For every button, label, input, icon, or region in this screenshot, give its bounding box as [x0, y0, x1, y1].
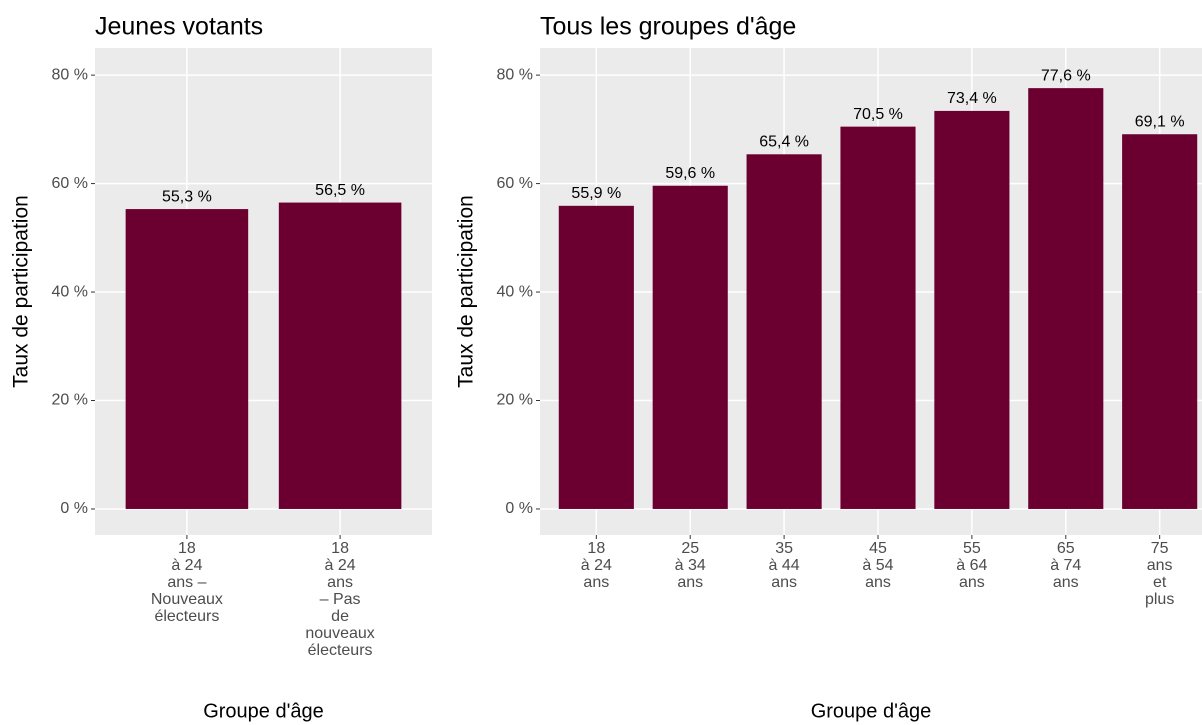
bar — [1122, 134, 1198, 509]
value-label: 70,5 % — [853, 106, 903, 123]
y-tick-label: 60 % — [52, 175, 88, 192]
y-axis-title: Taux de participation — [10, 195, 33, 388]
y-tick-label: 0 % — [505, 500, 533, 517]
y-tick-label: 0 % — [60, 500, 88, 517]
bar — [934, 110, 1010, 509]
x-tick-label: 18 à 24 ans — [580, 540, 612, 591]
x-axis-title: Groupe d'âge — [811, 700, 932, 722]
chart: 55,3 % 56,5 % — [95, 48, 432, 535]
chart-title: Tous les groupes d'âge — [540, 13, 796, 41]
y-tick-label: 40 % — [497, 283, 533, 300]
bar — [652, 185, 728, 509]
y-tick-label: 80 % — [52, 66, 88, 83]
value-label: 59,6 % — [665, 165, 715, 182]
y-tick-label: 80 % — [497, 66, 533, 83]
bar — [278, 202, 402, 509]
value-label: 55,9 % — [571, 185, 621, 202]
bar — [558, 205, 634, 509]
x-tick-label: 75 ans et plus — [1144, 540, 1175, 608]
x-tick-label: 25 à 34 ans — [674, 540, 706, 591]
value-label: 56,5 % — [315, 182, 365, 199]
x-tick-label: 18 à 24 ans – Nouveaux électeurs — [150, 540, 223, 625]
y-tick-label: 20 % — [52, 392, 88, 409]
y-tick-label: 40 % — [52, 283, 88, 300]
x-tick-label: 45 à 54 ans — [862, 540, 894, 591]
bar — [1028, 88, 1104, 509]
chart-title: Jeunes votants — [95, 13, 263, 41]
y-tick-label: 60 % — [497, 175, 533, 192]
x-tick-label: 35 à 44 ans — [768, 540, 800, 591]
value-label: 77,6 % — [1041, 67, 1091, 84]
x-tick-label: 55 à 64 ans — [956, 540, 988, 591]
bar — [746, 154, 822, 509]
bar — [125, 209, 249, 509]
x-tick-label: 18 à 24 ans – Pas de nouveaux électeurs — [305, 540, 375, 659]
value-label: 55,3 % — [162, 188, 212, 205]
value-label: 65,4 % — [759, 134, 809, 151]
x-tick-label: 65 à 74 ans — [1050, 540, 1082, 591]
chart: 55,9 % 59,6 % 65,4 % 70,5 % 73,4 % 77,6 % 69,1… — [540, 48, 1202, 535]
y-axis-title: Taux de participation — [455, 195, 478, 388]
bar — [840, 126, 916, 509]
value-label: 69,1 % — [1135, 113, 1185, 130]
y-tick-label: 20 % — [497, 392, 533, 409]
value-label: 73,4 % — [947, 90, 997, 107]
x-axis-title: Groupe d'âge — [203, 700, 324, 722]
